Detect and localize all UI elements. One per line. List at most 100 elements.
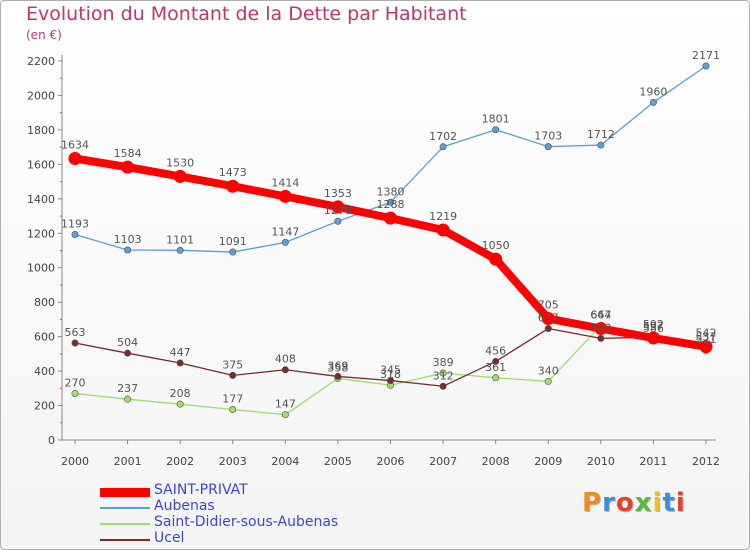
legend-swatch (100, 539, 150, 541)
data-label: 408 (275, 353, 296, 366)
data-point (226, 179, 240, 193)
data-label: 1473 (219, 166, 247, 179)
data-label: 177 (222, 393, 243, 406)
data-point (594, 322, 608, 336)
y-tick-label: 1000 (27, 262, 55, 275)
data-label: 1101 (166, 233, 194, 246)
logo-letter: t (662, 488, 676, 518)
axes: 0 200 400 600 800 1000 1200 1400 1600 1800 2000 220… (27, 55, 720, 468)
data-label: 705 (538, 299, 559, 312)
data-point (281, 366, 289, 374)
data-point (281, 411, 289, 419)
data-label: 208 (170, 387, 191, 400)
data-point (121, 160, 135, 174)
data-point (384, 211, 397, 225)
legend-label: SAINT-PRIVAT (154, 482, 248, 498)
proxiti-logo: Proxiti (582, 488, 686, 518)
data-label: 369 (327, 359, 348, 372)
data-label: 1353 (324, 187, 352, 200)
data-labels: 1193 1103 1101 1091 1147 1270 1380 1702 1801 1703… (61, 49, 720, 411)
y-tick-label: 2200 (27, 55, 55, 68)
x-tick-label: 2004 (271, 455, 299, 468)
data-point (229, 371, 237, 379)
data-label: 361 (485, 361, 506, 374)
data-label: 340 (538, 364, 559, 377)
data-label: 1270 (324, 204, 352, 217)
legend-label: Saint-Didier-sous-Aubenas (154, 514, 339, 530)
data-point (492, 374, 500, 382)
data-label: 1091 (219, 235, 247, 248)
legend-swatch (100, 487, 150, 497)
logo-letter: x (634, 488, 653, 518)
data-point (702, 62, 710, 70)
series-layer (68, 62, 713, 419)
y-tick-label: 0 (48, 434, 55, 447)
data-label: 521 (696, 333, 717, 346)
data-label: 1193 (61, 217, 89, 230)
legend-label: Aubenas (154, 498, 215, 514)
logo-letter: i (675, 488, 686, 518)
data-label: 456 (485, 344, 506, 357)
data-label: 1147 (271, 225, 299, 238)
data-label: 592 (643, 318, 664, 331)
data-label: 375 (222, 358, 243, 371)
data-label: 537 (696, 330, 717, 343)
y-tick-label: 1400 (27, 193, 55, 206)
logo-letter: P (582, 488, 603, 518)
y-tick-label: 200 (34, 400, 55, 413)
data-label: 447 (170, 346, 191, 359)
data-point (699, 340, 713, 354)
data-point (649, 98, 657, 106)
data-label: 1712 (587, 128, 615, 141)
legend-label: Ucel (154, 530, 185, 546)
x-tick-label: 2010 (587, 455, 615, 468)
data-label: 312 (433, 369, 454, 382)
y-tick-label: 2000 (27, 89, 55, 102)
data-point (544, 377, 552, 385)
x-tick-label: 2003 (219, 455, 247, 468)
data-label: 647 (590, 309, 611, 322)
data-point (489, 252, 503, 266)
data-point (334, 372, 342, 380)
logo-letter: r (602, 488, 616, 518)
data-point (492, 357, 500, 365)
y-tick-label: 1200 (27, 227, 55, 240)
data-label: 2171 (692, 49, 720, 62)
x-tick-label: 2005 (324, 455, 352, 468)
data-point (229, 248, 237, 256)
legend-swatch (100, 523, 150, 525)
data-label: 237 (117, 382, 138, 395)
chart-title: Evolution du Montant de la Dette par Hab… (26, 3, 467, 25)
data-point (176, 246, 184, 254)
x-tick-label: 2011 (639, 455, 667, 468)
data-point (439, 143, 447, 151)
data-label: 270 (65, 376, 86, 389)
data-label: 1050 (482, 239, 510, 252)
data-label: 597 (643, 320, 664, 333)
data-point (176, 359, 184, 367)
data-label: 1960 (639, 85, 667, 98)
data-point (334, 217, 342, 225)
data-point (439, 382, 447, 390)
data-label: 542 (696, 327, 717, 340)
y-tick-label: 1600 (27, 158, 55, 171)
data-point (71, 389, 79, 397)
data-point (278, 189, 292, 203)
data-point (124, 395, 132, 403)
data-point (386, 377, 394, 385)
data-label: 1219 (429, 210, 457, 223)
data-label: 1414 (271, 176, 299, 189)
data-point (544, 325, 552, 333)
data-label: 1584 (114, 147, 142, 160)
y-tick-label: 400 (34, 365, 55, 378)
data-point (124, 246, 132, 254)
data-point (646, 331, 660, 345)
data-point (492, 126, 500, 134)
data-point (71, 339, 79, 347)
data-label: 1380 (377, 185, 405, 198)
y-tick-label: 600 (34, 331, 55, 344)
data-label: 590 (590, 321, 611, 334)
data-point (436, 223, 450, 237)
data-label: 345 (380, 364, 401, 377)
